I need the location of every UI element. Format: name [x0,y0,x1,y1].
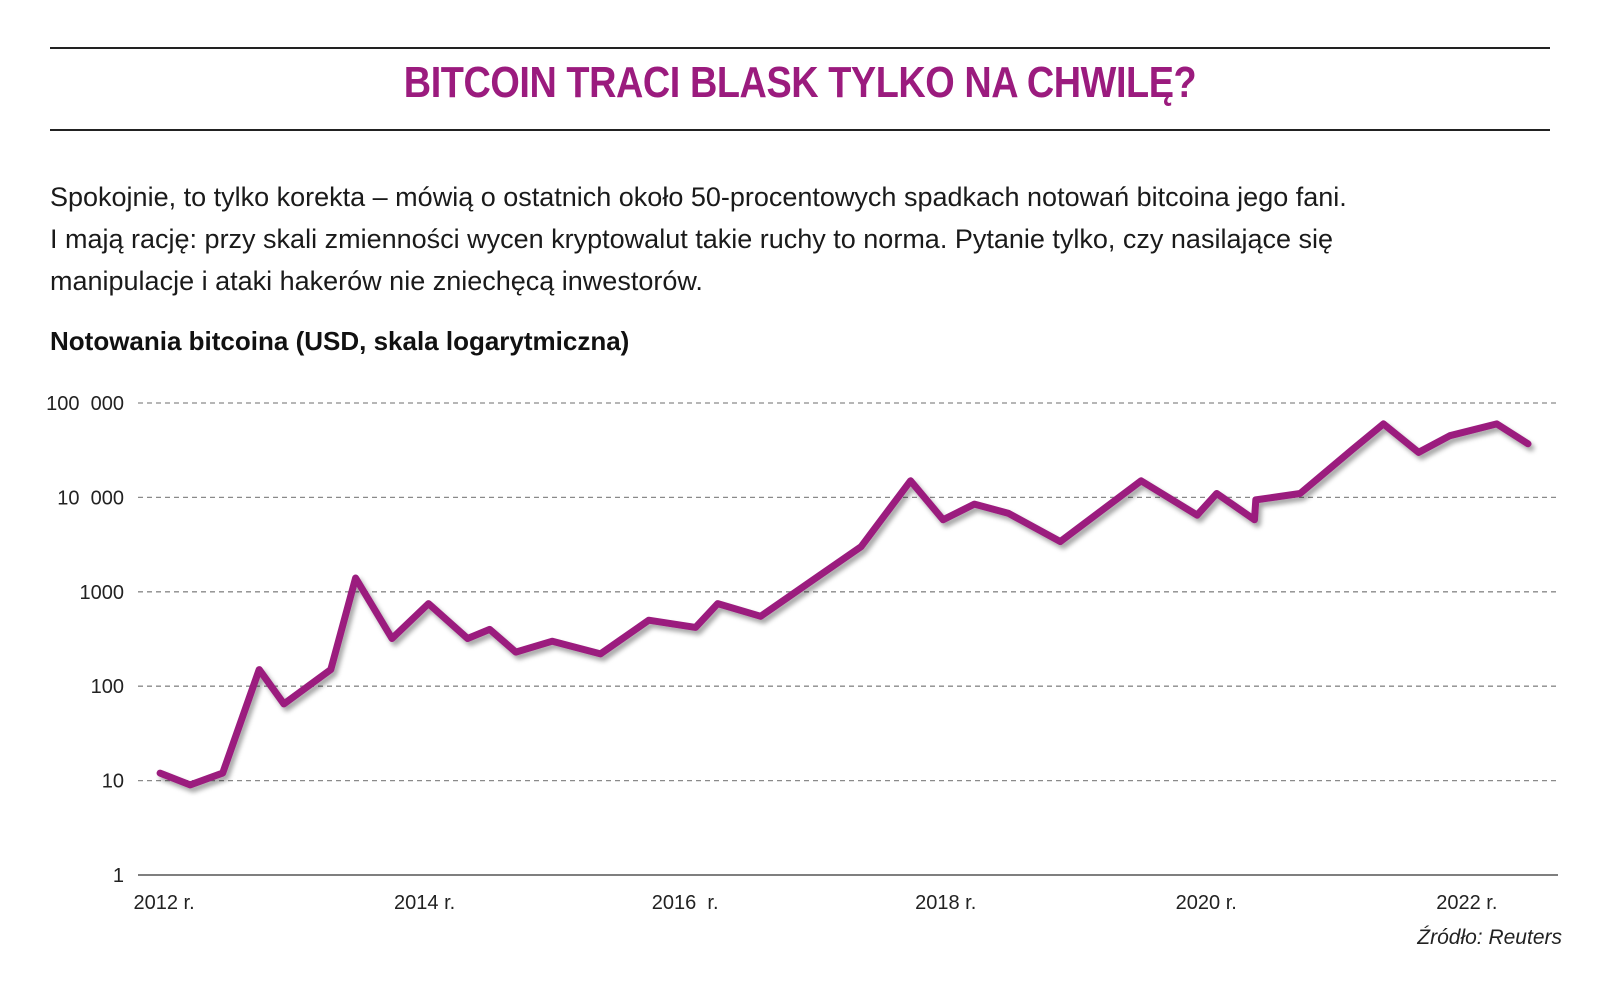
lead-paragraph: Spokojnie, to tylko korekta – mówią o os… [50,176,1570,302]
axis-layer: 1 10 100 1000 10 000 100 000 2012 r. 2014 r. 201… [46,393,1497,914]
y-tick-label: 1000 [80,582,125,604]
top-rule [50,47,1550,49]
lead-line: Spokojnie, to tylko korekta – mówią o os… [50,182,1347,212]
lead-line: manipulacje i ataki hakerów nie zniechęc… [50,266,703,296]
y-tick-label: 100 000 [46,393,124,415]
y-tick-label: 10 000 [57,487,124,509]
series-layer [156,420,1532,789]
y-tick-label: 100 [91,676,124,698]
x-tick-label: 2014 r. [394,892,455,914]
x-tick-label: 2022 r. [1436,892,1497,914]
price-series-line [156,420,1532,789]
source-note: Źródło: Reuters [1417,926,1562,949]
x-tick-label: 2020 r. [1176,892,1237,914]
x-tick-label: 2012 r. [133,892,194,914]
y-tick-label: 1 [113,865,124,887]
x-tick-label: 2016 r. [652,892,719,914]
y-tick-label: 10 [102,771,124,793]
lead-line: I mają rację: przy skali zmienności wyce… [50,224,1334,254]
x-tick-label: 2018 r. [915,892,976,914]
headline-bottom-rule [50,129,1550,131]
headline: BITCOIN TRACI BLASK TYLKO NA CHWILĘ? [403,58,1197,107]
grid-layer [138,402,1558,876]
chart-title: Notowania bitcoina (USD, skala logarytmi… [50,326,630,356]
